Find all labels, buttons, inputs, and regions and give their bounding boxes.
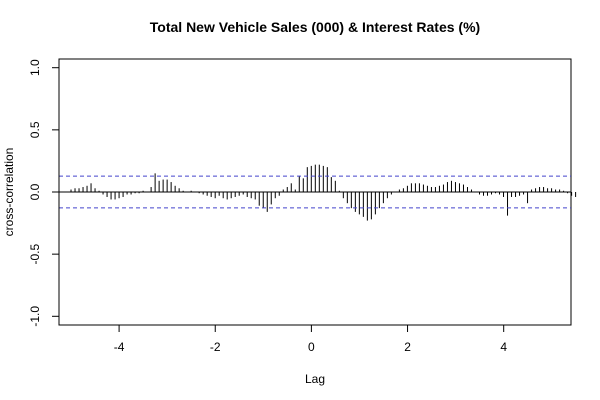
x-axis: -4 -2 0 2 4 [114, 324, 507, 354]
reference-lines [59, 175, 571, 209]
y-tick-label: 0.5 [28, 121, 42, 138]
y-tick-label: -1.0 [28, 306, 42, 327]
x-tick-label: -2 [210, 340, 221, 354]
x-tick-label: 2 [404, 340, 411, 354]
y-tick-label: 1.0 [28, 59, 42, 76]
y-axis: -1.0 -0.5 0.0 0.5 1.0 [28, 59, 60, 327]
y-tick-label: 0.0 [28, 183, 42, 200]
x-axis-label: Lag [305, 372, 325, 386]
ccf-bars [70, 164, 577, 221]
y-axis-label: cross-correlation [2, 148, 16, 237]
x-tick-label: 4 [500, 340, 507, 354]
x-tick-label: -4 [114, 340, 125, 354]
chart-title: Total New Vehicle Sales (000) & Interest… [150, 19, 480, 35]
x-tick-label: 0 [308, 340, 315, 354]
y-tick-label: -0.5 [28, 243, 42, 264]
